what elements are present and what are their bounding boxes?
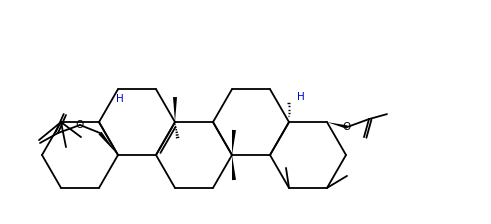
Text: H: H <box>116 94 124 104</box>
Polygon shape <box>173 97 177 122</box>
Polygon shape <box>232 130 236 155</box>
Text: O: O <box>76 120 84 130</box>
Polygon shape <box>232 155 236 180</box>
Polygon shape <box>99 132 118 155</box>
Polygon shape <box>327 122 348 129</box>
Text: H: H <box>297 92 305 102</box>
Text: O: O <box>343 122 351 132</box>
